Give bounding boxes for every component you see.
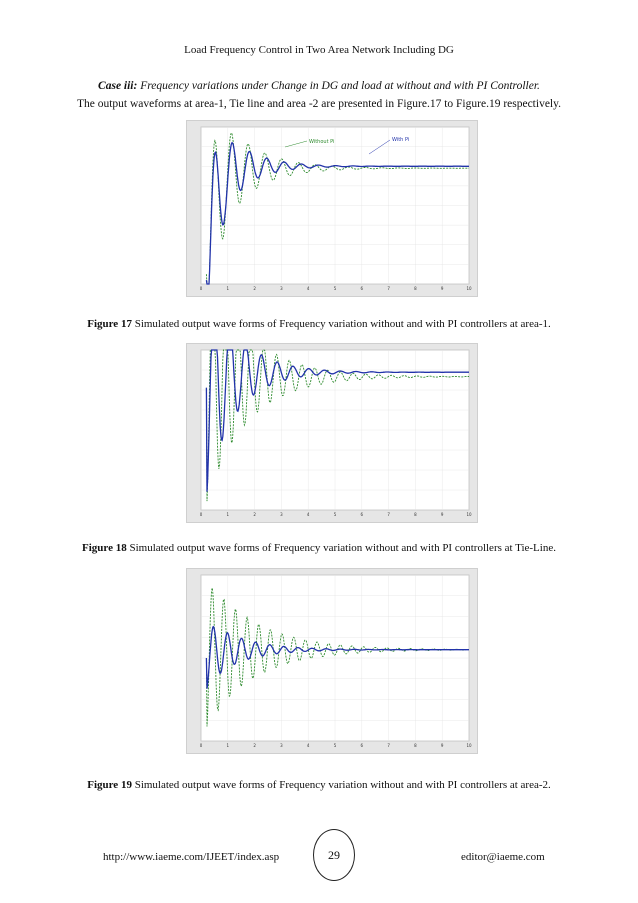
figure-18-text: Simulated output wave forms of Frequency… — [129, 542, 556, 554]
figure-18-label: Figure 18 — [82, 542, 127, 554]
x-tick-label: 8 — [414, 743, 417, 748]
figure-17-caption: Figure 17 Simulated output wave forms of… — [0, 318, 638, 330]
figure-17: 0 1 2 3 4 5 6 7 8 9 10 Without Pi With Pi — [186, 120, 478, 297]
x-tick-label: 2 — [253, 512, 256, 517]
x-tick-label: 3 — [280, 286, 283, 291]
x-tick-label: 5 — [334, 512, 337, 517]
case-heading: Case iii: Frequency variations under Cha… — [0, 80, 638, 92]
series-with-pi-line — [205, 141, 469, 285]
x-tick-label: 6 — [361, 286, 364, 291]
legend-with-pi: With Pi — [392, 137, 409, 143]
x-tick-label: 3 — [280, 512, 283, 517]
x-tick-label: 0 — [200, 512, 203, 517]
x-tick-label: 8 — [414, 286, 417, 291]
x-tick-label: 10 — [466, 743, 472, 748]
figure-18-caption: Figure 18 Simulated output wave forms of… — [0, 542, 638, 554]
footer-url: http://www.iaeme.com/IJEET/index.asp — [103, 851, 280, 863]
x-tick-label: 8 — [414, 512, 417, 517]
x-tick-label: 1 — [227, 512, 230, 517]
figure-19-text: Simulated output wave forms of Frequency… — [134, 779, 551, 791]
figure-17-text: Simulated output wave forms of Frequency… — [134, 318, 551, 330]
x-tick-label: 0 — [200, 286, 203, 291]
x-tick-label: 4 — [307, 286, 310, 291]
x-tick-label: 9 — [441, 512, 444, 517]
footer-email: editor@iaeme.com — [461, 851, 545, 863]
x-tick-label: 6 — [361, 512, 364, 517]
figure-17-chart: 0 1 2 3 4 5 6 7 8 9 10 Without Pi With Pi — [200, 126, 472, 291]
x-tick-label: 4 — [307, 512, 310, 517]
figure-19: 0 1 2 3 4 5 6 7 8 9 10 — [186, 568, 478, 754]
x-tick-label: 1 — [227, 743, 230, 748]
x-tick-label: 9 — [441, 743, 444, 748]
x-tick-label: 9 — [441, 286, 444, 291]
series-without-pi-line — [205, 131, 469, 285]
figure-19-label: Figure 19 — [87, 779, 132, 791]
figure-18: 0 1 2 3 4 5 6 7 8 9 10 — [186, 343, 478, 523]
figure-17-label: Figure 17 — [87, 318, 132, 330]
figure-19-chart: 0 1 2 3 4 5 6 7 8 9 10 — [200, 574, 472, 748]
legend-with-pi-pointer — [368, 139, 391, 155]
x-tick-label: 6 — [361, 743, 364, 748]
figure-18-chart: 0 1 2 3 4 5 6 7 8 9 10 — [200, 349, 472, 517]
x-tick-label: 4 — [307, 743, 310, 748]
running-header: Load Frequency Control in Two Area Netwo… — [184, 44, 454, 56]
x-tick-label: 5 — [334, 286, 337, 291]
x-tick-label: 2 — [253, 286, 256, 291]
intro-paragraph: The output waveforms at area-1, Tie line… — [76, 98, 562, 110]
x-tick-label: 0 — [200, 743, 203, 748]
series-without-pi-line — [205, 349, 469, 502]
x-tick-label: 1 — [227, 286, 230, 291]
legend-without-pi: Without Pi — [309, 139, 334, 145]
x-tick-label: 7 — [387, 286, 390, 291]
figure-19-caption: Figure 19 Simulated output wave forms of… — [0, 779, 638, 791]
case-label: Case iii: — [98, 80, 138, 92]
case-text: Frequency variations under Change in DG … — [140, 80, 540, 92]
x-tick-label: 3 — [280, 743, 283, 748]
series-with-pi-line — [205, 625, 469, 689]
x-tick-label: 10 — [466, 512, 472, 517]
series-with-pi-line — [205, 349, 469, 492]
x-tick-label: 7 — [387, 512, 390, 517]
x-tick-label: 5 — [334, 743, 337, 748]
x-tick-label: 10 — [466, 286, 472, 291]
x-tick-label: 2 — [253, 743, 256, 748]
page-number: 29 — [313, 829, 355, 881]
legend-without-pi-pointer — [284, 140, 308, 148]
x-tick-label: 7 — [387, 743, 390, 748]
